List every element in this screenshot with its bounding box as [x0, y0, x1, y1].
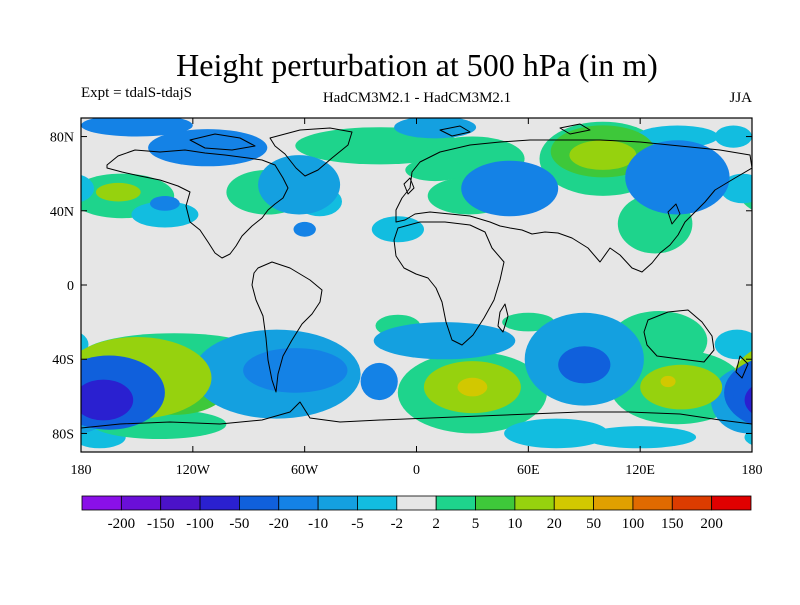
- coastline-eurasia: [395, 139, 752, 273]
- coastline-arctic-islands: [189, 123, 591, 151]
- contour-region-51: [558, 346, 611, 384]
- contour-region-19: [504, 418, 609, 449]
- coastline-layer: [81, 123, 752, 429]
- contour-region-14: [752, 333, 800, 378]
- colorbar-label: 100: [622, 516, 645, 532]
- colorbar-label: -20: [269, 516, 289, 532]
- contour-region-50: [457, 377, 488, 397]
- colorbar-swatch: [711, 495, 752, 511]
- colorbar-swatch: [396, 495, 437, 511]
- colorbar-swatch: [593, 495, 634, 511]
- colorbar-label: 10: [507, 516, 522, 532]
- coastline-new-zealand: [735, 355, 749, 379]
- y-tick-label: 40N: [50, 205, 74, 220]
- colorbar-swatch: [160, 495, 201, 511]
- contour-region-12: [81, 175, 95, 202]
- colorbar-swatch: [435, 495, 476, 511]
- colorbar-label: 20: [547, 516, 562, 532]
- x-tick-label: 120E: [625, 463, 655, 478]
- colorbar-label: 50: [586, 516, 601, 532]
- colorbar-label: 5: [472, 516, 480, 532]
- coastline-madagascar: [497, 303, 509, 333]
- contour-region-42: [569, 140, 637, 170]
- contour-region-52: [660, 375, 676, 388]
- experiment-label: Expt = tdalS-tdajS: [81, 85, 192, 101]
- contour-region-40: [293, 221, 316, 237]
- coastline-antarctica: [81, 401, 752, 429]
- map-axes: 180 120W 60W 0 60E 120E 180 80N 40N 0 40S 80S: [50, 118, 763, 478]
- colorbar-label: -2: [391, 516, 404, 532]
- season-label: JJA: [729, 90, 752, 106]
- colorbar-label: -10: [308, 516, 328, 532]
- contour-region-45: [243, 348, 348, 393]
- contour-region-43: [625, 140, 730, 215]
- contour-region-38: [95, 182, 141, 202]
- colorbar-swatch: [632, 495, 673, 511]
- colorbar-swatch: [671, 495, 713, 511]
- colorbar-swatch: [239, 495, 280, 511]
- x-tick-label: 120W: [176, 463, 211, 478]
- contour-region-26: [394, 118, 477, 139]
- coastline-north-america: [106, 149, 289, 259]
- coastline-south-america: [251, 261, 323, 393]
- colorbar-swatch: [317, 495, 358, 511]
- colorbar-label: 200: [700, 516, 723, 532]
- y-tick-label: 40S: [52, 353, 74, 368]
- colorbar-label: -100: [186, 516, 214, 532]
- y-tick-label: 80S: [52, 427, 74, 442]
- chart-title: Height perturbation at 500 hPa (in m): [176, 47, 658, 83]
- contour-region-22: [714, 329, 752, 360]
- map-area: [81, 114, 800, 452]
- coastline-greenland: [269, 127, 353, 177]
- coastline-japan: [667, 203, 681, 225]
- contour-region-39: [150, 196, 180, 211]
- contour-region-41: [461, 160, 559, 217]
- colorbar-swatch: [120, 495, 162, 511]
- contour-region-54: [744, 386, 752, 414]
- colorbar-label: -5: [351, 516, 364, 532]
- colorbar-swatch: [278, 495, 319, 511]
- x-tick-label: 0: [413, 463, 420, 478]
- coastline-australia: [643, 309, 715, 363]
- contour-region-37: [81, 118, 193, 137]
- colorbar-label: 150: [661, 516, 684, 532]
- contour-region-46: [360, 362, 398, 401]
- colorbar-swatch: [514, 495, 555, 511]
- x-tick-label: 60E: [517, 463, 540, 478]
- contour-region-23: [584, 426, 697, 449]
- colorbar-label: -200: [108, 516, 136, 532]
- colorbar-label: -150: [147, 516, 175, 532]
- colorbar: -200 -150 -100 -50 -20 -10 -5 -2 2 5 10 20 50 100 150 2…: [81, 495, 752, 532]
- contour-region-5: [131, 201, 199, 228]
- colorbar-swatch: [81, 495, 122, 511]
- y-tick-label: 80N: [50, 131, 74, 146]
- colorbar-label: 2: [432, 516, 440, 532]
- contour-region-24: [502, 312, 555, 332]
- contour-region-10: [714, 125, 752, 148]
- colorbar-label: -50: [229, 516, 249, 532]
- colorbar-swatch: [199, 495, 240, 511]
- x-tick-label: 180: [742, 463, 763, 478]
- contour-region-54: [81, 379, 134, 421]
- coastline-africa: [393, 221, 505, 346]
- contour-fill-layer: [81, 114, 800, 449]
- contour-region-48: [640, 364, 723, 410]
- x-tick-label: 180: [71, 463, 92, 478]
- colorbar-swatch: [475, 495, 516, 511]
- contour-region-7: [405, 158, 465, 182]
- x-tick-label: 60W: [291, 463, 319, 478]
- contour-region-33: [373, 322, 516, 360]
- colorbar-swatch: [357, 495, 398, 511]
- colorbar-swatch: [553, 495, 594, 511]
- model-label: HadCM3M2.1 - HadCM3M2.1: [323, 90, 511, 106]
- contour-region-37: [752, 114, 800, 136]
- coastline-british-isles: [403, 177, 415, 195]
- y-tick-label: 0: [67, 279, 74, 294]
- contour-region-9: [636, 125, 719, 148]
- contour-region-27: [258, 155, 341, 215]
